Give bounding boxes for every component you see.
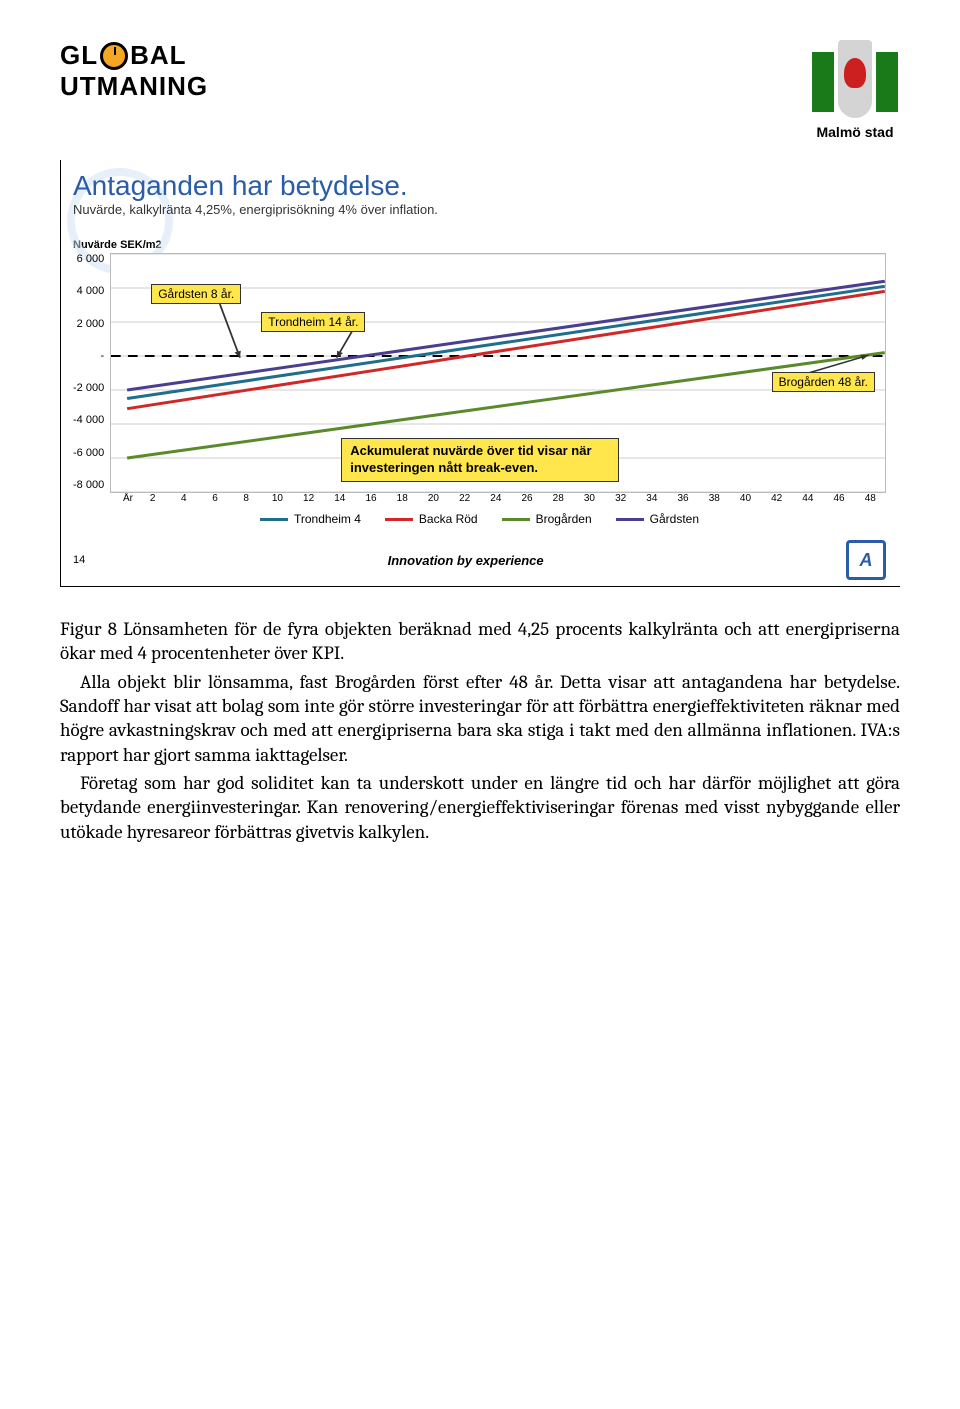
figure-footer: 14 Innovation by experience A [73,540,886,580]
x-tick: 10 [262,493,293,504]
y-tick: 4 000 [73,285,104,297]
callout-trondheim: Trondheim 14 år. [261,312,365,332]
legend-item: Brogården [502,512,592,526]
x-tick: 6 [199,493,230,504]
x-tick: 44 [792,493,823,504]
legend-swatch [385,518,413,521]
x-tick: 2 [137,493,168,504]
legend-label: Brogården [536,512,592,526]
brand-badge-icon: A [846,540,886,580]
globe-icon [100,42,128,70]
logo-caption: Malmö stad [810,124,900,140]
x-tick: 4 [168,493,199,504]
x-tick: 20 [418,493,449,504]
x-tick: 12 [293,493,324,504]
x-tick: 8 [231,493,262,504]
x-tick: 32 [605,493,636,504]
logo-malmo-stad: Malmö stad [810,40,900,140]
coat-of-arms-icon [810,40,900,120]
legend-swatch [502,518,530,521]
innovation-tagline: Innovation by experience [388,553,544,568]
x-tick: 38 [699,493,730,504]
x-tick: 46 [823,493,854,504]
legend-item: Gårdsten [616,512,699,526]
y-tick: -2 000 [73,382,104,394]
chart-title: Antaganden har betydelse. [73,170,886,202]
x-tick: 42 [761,493,792,504]
y-axis-label: Nuvärde SEK/m2 [73,239,886,251]
logo-global-utmaning: GL BAL UTMANING [60,40,208,102]
chart-legend: Trondheim 4 Backa Röd Brogården Gårdsten [73,512,886,526]
legend-label: Backa Röd [419,512,478,526]
x-tick: 40 [730,493,761,504]
callout-explain: Ackumulerat nuvärde över tid visar när i… [341,438,619,482]
legend-label: Trondheim 4 [294,512,361,526]
x-axis-ticks: År 2468101214161820222426283032343638404… [113,493,886,504]
paragraph: Företag som har god soliditet kan ta und… [60,771,900,844]
x-tick: 26 [511,493,542,504]
chart-plot: Gårdsten 8 år. Trondheim 14 år. Brogårde… [110,253,886,493]
x-tick: 34 [636,493,667,504]
y-tick: -4 000 [73,414,104,426]
x-tick: 16 [355,493,386,504]
slide-number: 14 [73,554,85,566]
callout-gardsten: Gårdsten 8 år. [151,284,241,304]
x-tick: 18 [387,493,418,504]
legend-swatch [616,518,644,521]
legend-item: Backa Röd [385,512,478,526]
x-tick: 14 [324,493,355,504]
logo-text: BAL [130,40,186,71]
x-tick: 28 [543,493,574,504]
figure-8: Antaganden har betydelse. Nuvärde, kalky… [60,160,900,587]
paragraph: Alla objekt blir lönsamma, fast Brogårde… [60,670,900,767]
page-header: GL BAL UTMANING Malmö stad [60,40,900,140]
logo-text: GL [60,40,98,71]
chart-subtitle: Nuvärde, kalkylränta 4,25%, energiprisök… [73,202,886,217]
y-tick: 2 000 [73,318,104,330]
x-tick: 36 [667,493,698,504]
x-tick: 30 [574,493,605,504]
legend-swatch [260,518,288,521]
body-text: Figur 8 Lönsamheten för de fyra objekten… [60,617,900,844]
y-tick: 6 000 [73,253,104,265]
x-tick: 48 [855,493,886,504]
logo-text: UTMANING [60,71,208,102]
legend-label: Gårdsten [650,512,699,526]
x-tick: 22 [449,493,480,504]
y-tick: - [73,350,104,362]
y-axis-ticks: 6 000 4 000 2 000 - -2 000 -4 000 -6 000 -8 000 [73,253,110,491]
figure-caption: Figur 8 Lönsamheten för de fyra objekten… [60,617,900,666]
y-tick: -6 000 [73,447,104,459]
chart-area: 6 000 4 000 2 000 - -2 000 -4 000 -6 000 -8 000… [73,253,886,493]
x-tick: 24 [480,493,511,504]
x-axis-label: År [113,493,137,504]
legend-item: Trondheim 4 [260,512,361,526]
y-tick: -8 000 [73,479,104,491]
callout-brogarden: Brogården 48 år. [772,372,875,392]
